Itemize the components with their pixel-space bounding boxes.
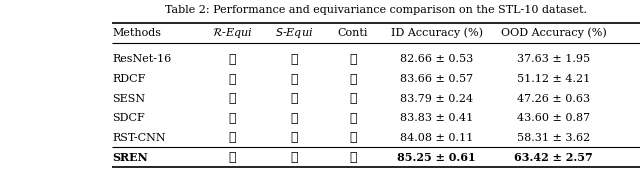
Text: 43.60 ± 0.87: 43.60 ± 0.87 (517, 113, 590, 123)
Text: ✓: ✓ (228, 73, 236, 86)
Text: ✗: ✗ (349, 131, 356, 144)
Text: 82.66 ± 0.53: 82.66 ± 0.53 (400, 55, 474, 64)
Text: OOD Accuracy (%): OOD Accuracy (%) (500, 27, 607, 38)
Text: 83.79 ± 0.24: 83.79 ± 0.24 (400, 94, 474, 104)
Text: ID Accuracy (%): ID Accuracy (%) (391, 27, 483, 38)
Text: 85.25 ± 0.61: 85.25 ± 0.61 (397, 152, 476, 163)
Text: SESN: SESN (112, 94, 145, 104)
Text: ✗: ✗ (349, 73, 356, 86)
Text: ✓: ✓ (291, 112, 298, 125)
Text: 83.66 ± 0.57: 83.66 ± 0.57 (400, 74, 474, 84)
Text: ✗: ✗ (349, 112, 356, 125)
Text: 37.63 ± 1.95: 37.63 ± 1.95 (517, 55, 590, 64)
Text: 47.26 ± 0.63: 47.26 ± 0.63 (517, 94, 590, 104)
Text: ✓: ✓ (291, 92, 298, 105)
Text: 83.83 ± 0.41: 83.83 ± 0.41 (400, 113, 474, 123)
Text: RST-CNN: RST-CNN (112, 133, 166, 143)
Text: 63.42 ± 2.57: 63.42 ± 2.57 (514, 152, 593, 163)
Text: RDCF: RDCF (112, 74, 145, 84)
Text: ✗: ✗ (228, 112, 236, 125)
Text: ✗: ✗ (291, 73, 298, 86)
Text: $\mathcal{R}$-Equi: $\mathcal{R}$-Equi (212, 26, 252, 40)
Text: Table 2: Performance and equivariance comparison on the STL-10 dataset.: Table 2: Performance and equivariance co… (165, 5, 587, 15)
Text: $S$-Equi: $S$-Equi (275, 26, 314, 40)
Text: 51.12 ± 4.21: 51.12 ± 4.21 (517, 74, 590, 84)
Text: 84.08 ± 0.11: 84.08 ± 0.11 (400, 133, 474, 143)
Text: ✗: ✗ (228, 92, 236, 105)
Text: 58.31 ± 3.62: 58.31 ± 3.62 (517, 133, 590, 143)
Text: ResNet-16: ResNet-16 (112, 55, 172, 64)
Text: ✗: ✗ (291, 53, 298, 66)
Text: ✓: ✓ (291, 131, 298, 144)
Text: ✓: ✓ (228, 131, 236, 144)
Text: ✓: ✓ (349, 151, 356, 164)
Text: SREN: SREN (112, 152, 148, 163)
Text: Methods: Methods (112, 28, 161, 38)
Text: ✓: ✓ (291, 151, 298, 164)
Text: ✗: ✗ (349, 53, 356, 66)
Text: ✗: ✗ (228, 53, 236, 66)
Text: SDCF: SDCF (112, 113, 145, 123)
Text: Conti: Conti (337, 28, 368, 38)
Text: ✓: ✓ (349, 92, 356, 105)
Text: ✓: ✓ (228, 151, 236, 164)
